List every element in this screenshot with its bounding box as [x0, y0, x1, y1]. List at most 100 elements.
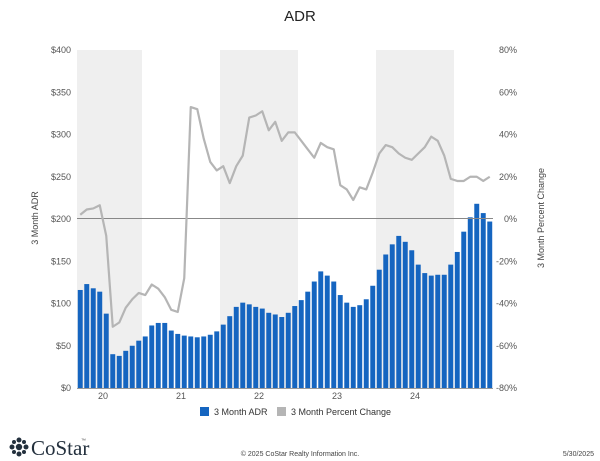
adr-bar [357, 305, 363, 388]
adr-bar [454, 251, 460, 388]
costar-logo: CoStar ™ [9, 436, 89, 460]
y2-tick-label: -80% [496, 383, 517, 393]
adr-bar [474, 203, 480, 388]
adr-bar [188, 336, 194, 388]
y-tick-label: $50 [56, 341, 71, 351]
y-tick-label: $400 [51, 45, 71, 55]
adr-bar [136, 340, 142, 388]
adr-bar [487, 221, 493, 388]
adr-bar [116, 355, 122, 388]
x-tick-label: 20 [98, 391, 108, 401]
y2-tick-label: -40% [496, 299, 517, 309]
adr-bar [480, 213, 486, 388]
adr-bar [103, 313, 109, 388]
adr-bar [162, 322, 168, 388]
adr-bar [389, 244, 395, 388]
adr-bar [363, 299, 369, 388]
adr-bar [318, 271, 324, 388]
adr-bar [253, 306, 259, 388]
x-tick-label: 21 [176, 391, 186, 401]
y2-tick-label: 80% [499, 45, 517, 55]
adr-bar [168, 330, 174, 388]
legend: 3 Month ADR 3 Month Percent Change [200, 407, 391, 417]
adr-bars [77, 203, 493, 388]
y-axis-title: 3 Month ADR [30, 191, 40, 245]
y2-tick-label: -60% [496, 341, 517, 351]
adr-bar [331, 281, 337, 388]
adr-bar [142, 336, 148, 388]
y-tick-label: $0 [61, 383, 71, 393]
y2-tick-label: 40% [499, 130, 517, 140]
y-tick-label: $300 [51, 130, 71, 140]
y-tick-label: $200 [51, 214, 71, 224]
adr-bar [227, 316, 233, 388]
adr-bar [279, 317, 285, 388]
adr-bar [123, 350, 129, 388]
adr-bar [207, 334, 213, 388]
adr-bar [376, 269, 382, 388]
y-tick-label: $250 [51, 172, 71, 182]
adr-bar [428, 275, 434, 388]
y2-tick-label: -20% [496, 256, 517, 266]
adr-bar [396, 235, 402, 388]
y-tick-label: $350 [51, 87, 71, 97]
adr-bar [422, 273, 428, 388]
adr-bar [129, 345, 135, 388]
adr-bar [240, 302, 246, 388]
percent-change-line [79, 105, 491, 328]
adr-bar [344, 302, 350, 388]
adr-bar [324, 275, 330, 388]
adr-bar [383, 254, 389, 388]
adr-bar [90, 288, 96, 388]
copyright-text: © 2025 CoStar Realty Information Inc. [241, 450, 359, 458]
adr-bar [77, 289, 83, 388]
adr-bar [415, 264, 421, 388]
y-tick-label: $100 [51, 299, 71, 309]
x-tick-label: 23 [332, 391, 342, 401]
adr-bar [435, 274, 441, 388]
legend-swatch-percent [277, 407, 286, 416]
chart-title: ADR [284, 8, 316, 25]
y2-tick-label: 20% [499, 172, 517, 182]
adr-bar [370, 285, 376, 388]
legend-swatch-adr [200, 407, 209, 416]
report-date: 5/30/2025 [563, 451, 594, 458]
starburst-icon [9, 437, 29, 457]
adr-bar [448, 264, 454, 388]
adr-bar [467, 217, 473, 388]
y2-axis-title: 3 Month Percent Change [536, 168, 546, 268]
adr-bar [181, 335, 187, 388]
adr-bar [266, 312, 272, 388]
adr-bar [149, 325, 155, 388]
adr-bar [220, 324, 226, 388]
adr-bar [175, 333, 181, 388]
adr-bar [259, 308, 265, 388]
x-tick-label: 24 [410, 391, 420, 401]
legend-label-adr: 3 Month ADR [214, 407, 268, 417]
trademark: ™ [81, 438, 86, 444]
legend-label-percent: 3 Month Percent Change [291, 407, 391, 417]
adr-bar [292, 306, 298, 388]
adr-bar [233, 306, 239, 388]
adr-bar [246, 304, 252, 388]
adr-bar [194, 337, 200, 388]
y2-tick-label: 60% [499, 87, 517, 97]
adr-bar [337, 295, 343, 388]
x-axis-ticks: 20 21 22 23 24 [98, 391, 420, 401]
adr-bar [402, 241, 408, 388]
adr-bar [409, 250, 415, 388]
adr-bar [272, 314, 278, 388]
adr-bar [350, 306, 356, 388]
adr-bar [84, 284, 90, 388]
adr-bar [285, 312, 291, 388]
adr-bar [461, 231, 467, 388]
adr-bar [305, 291, 311, 388]
adr-bar [201, 336, 207, 388]
adr-bar [155, 322, 161, 388]
adr-bar [441, 274, 447, 388]
y2-tick-label: 0% [504, 214, 517, 224]
y2-axis-ticks: -80% -60% -40% -20% 0% 20% 40% 60% 80% [496, 45, 517, 393]
x-tick-label: 22 [254, 391, 264, 401]
adr-bar [110, 354, 116, 388]
